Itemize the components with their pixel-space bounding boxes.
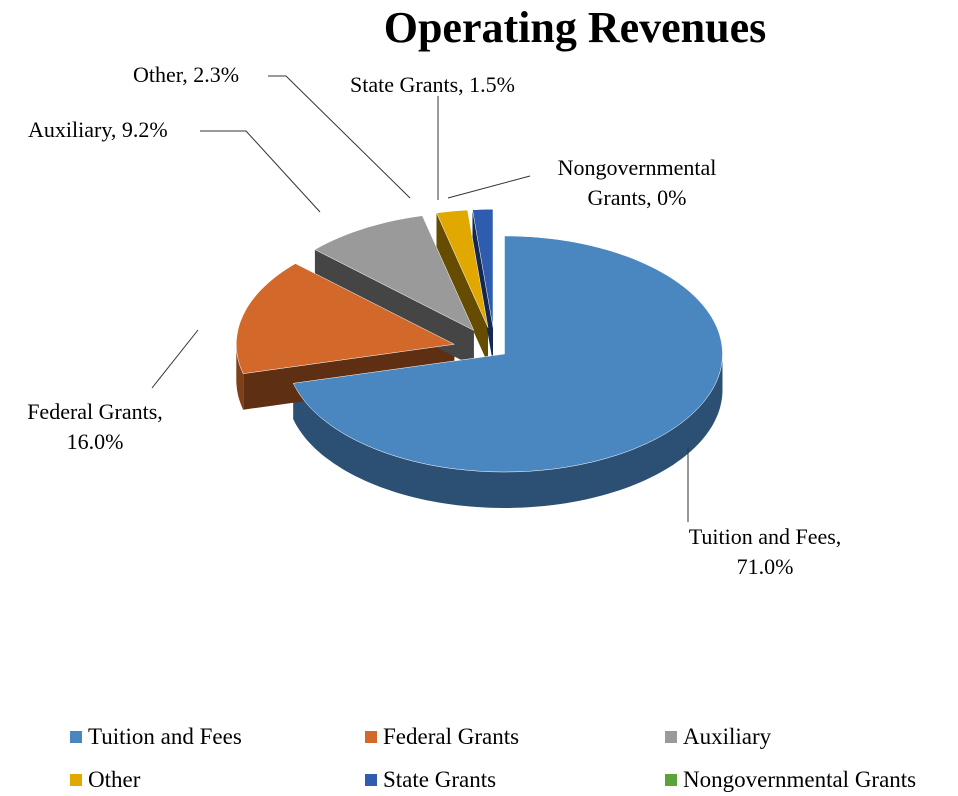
data-label: State Grants, 1.5% — [350, 72, 515, 97]
slice-wall — [472, 209, 493, 364]
legend-swatch — [665, 731, 677, 743]
legend-label: State Grants — [383, 767, 497, 792]
leader-line — [151, 329, 199, 389]
legend-label: Federal Grants — [383, 724, 520, 749]
legend-label: Nongovernmental Grants — [683, 767, 917, 792]
data-label: Other, 2.3% — [133, 62, 240, 87]
slice-wall — [436, 212, 488, 364]
legend-swatch — [365, 731, 377, 743]
slice — [236, 263, 456, 374]
legend-swatch — [665, 774, 677, 786]
slice-rim — [293, 354, 723, 508]
slice-rim — [236, 344, 244, 410]
legend-item: Federal Grants — [365, 724, 519, 750]
legend-item: Nongovernmental Grants — [665, 767, 916, 793]
legend-item: Auxiliary — [665, 724, 771, 750]
slice — [314, 215, 475, 331]
legend-label: Auxiliary — [683, 724, 772, 749]
data-label: Tuition and Fees, 71.0% — [688, 524, 842, 579]
legend-swatch — [70, 774, 82, 786]
slice — [436, 209, 489, 328]
leader-line — [447, 175, 531, 199]
legend-item: Other — [70, 767, 140, 793]
data-label: Nongovernmental Grants, 0% — [557, 155, 717, 210]
leader-line — [268, 75, 411, 199]
data-label: Auxiliary, 9.2% — [28, 117, 168, 142]
legend-label: Tuition and Fees — [88, 724, 242, 749]
legend-swatch — [365, 774, 377, 786]
legend-label: Other — [88, 767, 141, 792]
legend-item: State Grants — [365, 767, 496, 793]
slice — [292, 235, 723, 473]
chart-title: Operating Revenues — [383, 3, 767, 52]
legend-swatch — [70, 731, 82, 743]
legend-item: Tuition and Fees — [70, 724, 242, 750]
slice — [472, 209, 494, 328]
data-label: Federal Grants, 16.0% — [27, 399, 163, 454]
leader-line — [200, 130, 321, 213]
